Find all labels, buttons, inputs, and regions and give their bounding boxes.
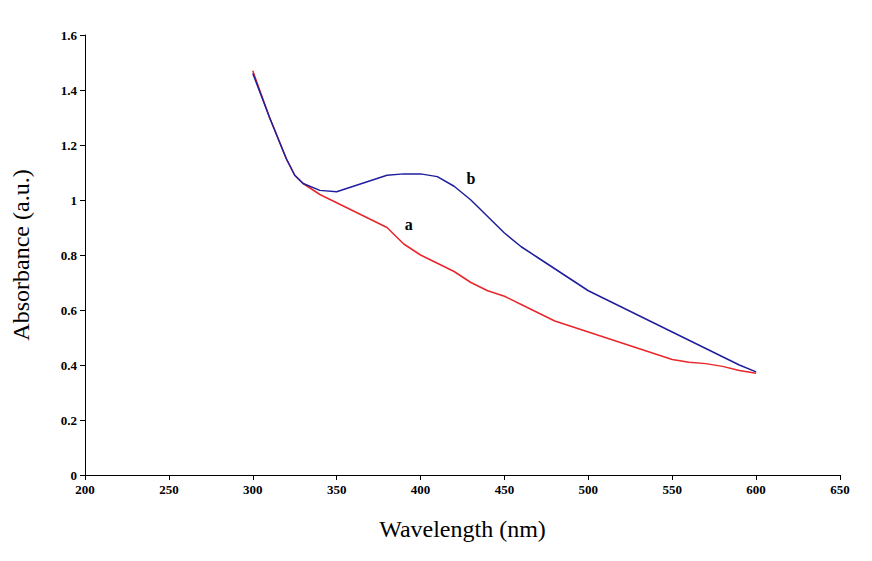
svg-text:450: 450 <box>495 482 515 497</box>
svg-text:300: 300 <box>243 482 263 497</box>
svg-text:0: 0 <box>71 468 78 483</box>
svg-text:200: 200 <box>75 482 95 497</box>
svg-text:Absorbance (a.u.): Absorbance (a.u.) <box>8 169 34 340</box>
svg-text:0.8: 0.8 <box>61 248 78 263</box>
svg-text:250: 250 <box>159 482 179 497</box>
svg-text:1.2: 1.2 <box>61 138 77 153</box>
svg-text:600: 600 <box>746 482 766 497</box>
svg-text:1.6: 1.6 <box>61 28 78 43</box>
svg-text:Wavelength (nm): Wavelength (nm) <box>379 516 546 542</box>
svg-text:0.4: 0.4 <box>61 358 78 373</box>
svg-text:0.6: 0.6 <box>61 303 78 318</box>
svg-text:500: 500 <box>579 482 599 497</box>
svg-text:a: a <box>405 216 413 233</box>
svg-text:550: 550 <box>662 482 682 497</box>
svg-text:1: 1 <box>71 193 78 208</box>
svg-text:400: 400 <box>411 482 431 497</box>
svg-text:b: b <box>466 170 475 187</box>
svg-text:0.2: 0.2 <box>61 413 77 428</box>
svg-text:350: 350 <box>327 482 347 497</box>
svg-text:1.4: 1.4 <box>61 83 78 98</box>
svg-text:650: 650 <box>830 482 850 497</box>
